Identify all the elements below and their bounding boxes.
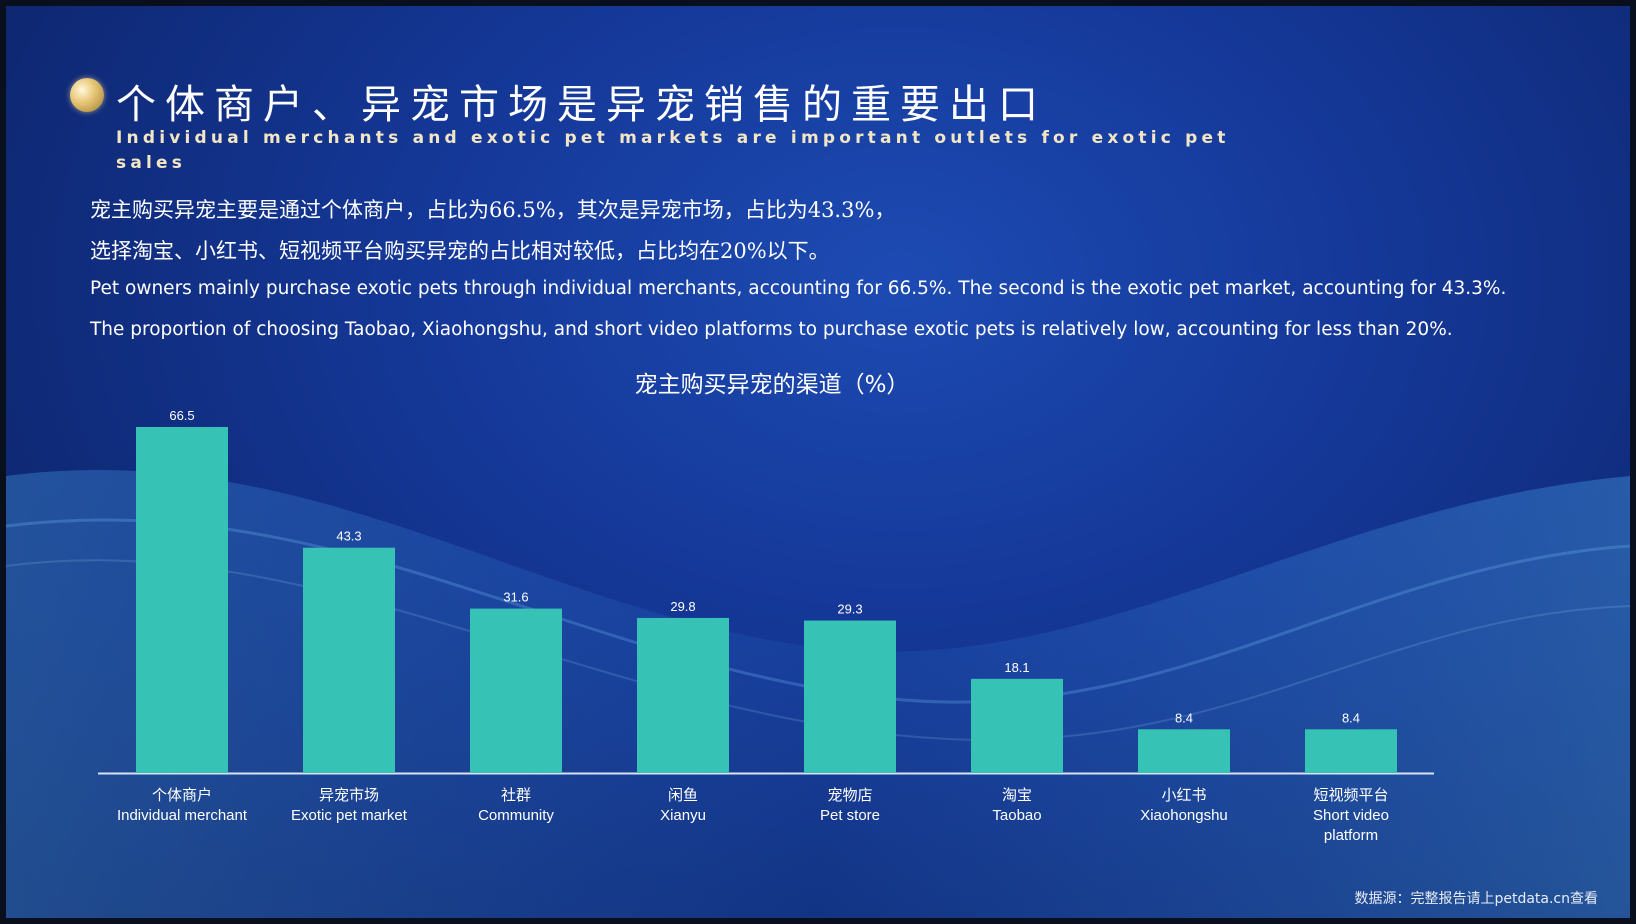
tick-label-en-7-1: Xiaohongshu bbox=[1140, 807, 1228, 824]
bar-4 bbox=[637, 617, 729, 773]
tick-label-en-8-1: Short video bbox=[1313, 807, 1389, 824]
tick-label-cn-1: 个体商户 bbox=[152, 786, 212, 804]
summary-cn-line-2: 选择淘宝、小红书、短视频平台购买异宠的占比相对较低，占比均在20%以下。 bbox=[90, 239, 830, 263]
tick-label-cn-3: 社群 bbox=[501, 786, 531, 804]
page-title: 个体商户、异宠市场是异宠销售的重要出口 bbox=[116, 82, 1047, 128]
tick-label-en-3-1: Community bbox=[478, 807, 554, 824]
tick-label-cn-8: 短视频平台 bbox=[1313, 786, 1388, 804]
tick-label-en-1-1: Individual merchant bbox=[117, 807, 248, 824]
data-label-5: 29.3 bbox=[837, 602, 862, 617]
bar-6 bbox=[971, 678, 1063, 773]
tick-label-en-6-1: Taobao bbox=[992, 807, 1041, 824]
data-label-1: 66.5 bbox=[169, 408, 194, 423]
data-label-3: 31.6 bbox=[503, 590, 528, 605]
summary-en-line-2: The proportion of choosing Taobao, Xiaoh… bbox=[90, 319, 1453, 340]
tick-label-en-4-1: Xianyu bbox=[660, 807, 706, 824]
bar-3 bbox=[470, 608, 562, 773]
tick-label-cn-7: 小红书 bbox=[1161, 786, 1206, 804]
source-note: 数据源：完整报告请上petdata.cn查看 bbox=[1354, 891, 1598, 907]
bar-2 bbox=[303, 547, 395, 773]
tick-label-en-2-1: Exotic pet market bbox=[291, 807, 408, 824]
slide: 个体商户、异宠市场是异宠销售的重要出口 Individual merchants… bbox=[6, 6, 1630, 918]
title-bullet-icon bbox=[70, 78, 104, 112]
summary-cn-line-1: 宠主购买异宠主要是通过个体商户，占比为66.5%，其次是异宠市场，占比为43.3… bbox=[90, 198, 896, 222]
tick-label-cn-5: 宠物店 bbox=[827, 786, 872, 804]
bar-7 bbox=[1138, 729, 1230, 773]
summary-en-line-1: Pet owners mainly purchase exotic pets t… bbox=[90, 278, 1507, 299]
tick-label-en-8-2: platform bbox=[1324, 827, 1378, 844]
data-label-4: 29.8 bbox=[670, 599, 695, 614]
tick-label-cn-2: 异宠市场 bbox=[319, 786, 379, 804]
data-label-2: 43.3 bbox=[336, 529, 361, 544]
data-label-8: 8.4 bbox=[1342, 710, 1360, 725]
chart-title: 宠主购买异宠的渠道（%） bbox=[635, 372, 910, 398]
data-label-7: 8.4 bbox=[1175, 710, 1193, 725]
tick-label-en-5-1: Pet store bbox=[820, 807, 880, 824]
bar-8 bbox=[1305, 729, 1397, 773]
bar-5 bbox=[804, 620, 896, 773]
bar-1 bbox=[136, 427, 228, 773]
data-label-6: 18.1 bbox=[1004, 660, 1029, 675]
tick-label-cn-4: 闲鱼 bbox=[668, 786, 698, 804]
tick-label-cn-6: 淘宝 bbox=[1002, 786, 1032, 804]
page-subtitle: Individual merchants and exotic pet mark… bbox=[116, 128, 1230, 173]
bar-chart: 宠主购买异宠的渠道（%） 66.5 个体商户 Individual merchant 4… bbox=[98, 372, 1434, 844]
